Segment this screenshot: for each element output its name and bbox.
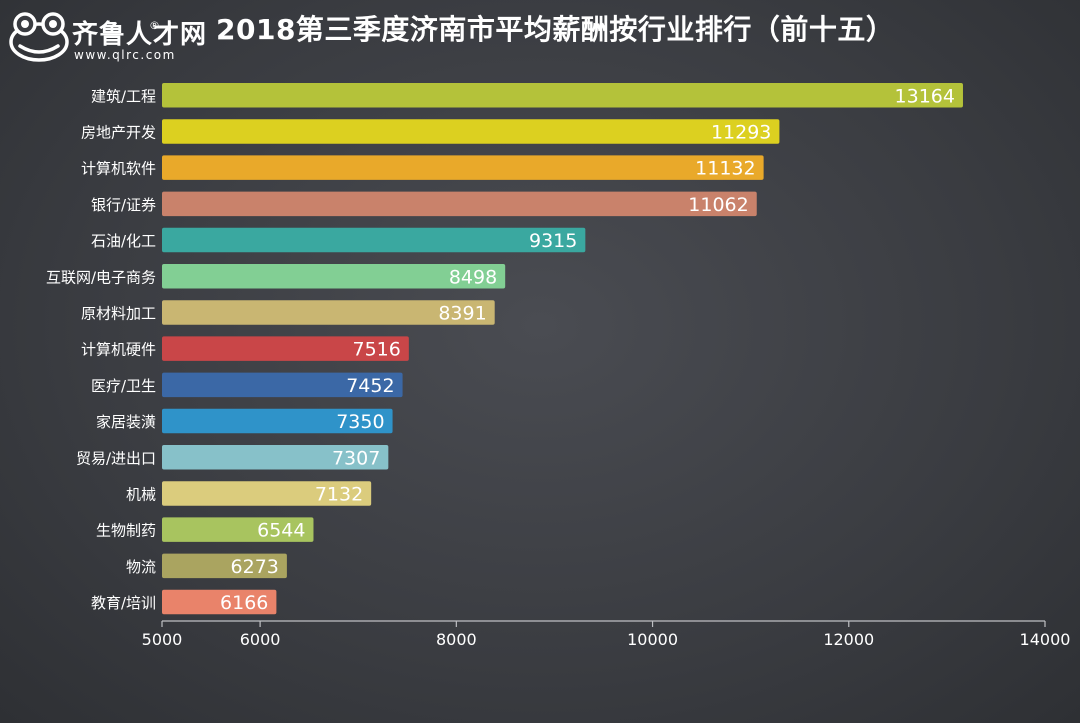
x-tick-label: 5000	[142, 630, 183, 649]
category-label: 教育/培训	[91, 594, 156, 612]
category-label: 生物制药	[96, 522, 156, 540]
value-label: 7350	[336, 411, 384, 433]
brand-logo[interactable]: 齐鲁人才网® www.qlrc.com	[8, 10, 218, 66]
bar	[162, 155, 764, 180]
value-label: 11132	[695, 158, 755, 180]
header: 齐鲁人才网® www.qlrc.com 2018第三季度济南市平均薪酬按行业排行…	[0, 0, 1080, 70]
category-label: 家居装潢	[96, 413, 156, 431]
bar	[162, 300, 495, 325]
value-label: 7307	[332, 447, 380, 469]
bars-group	[162, 83, 963, 615]
bar	[162, 191, 757, 217]
category-label: 计算机硬件	[81, 341, 156, 359]
value-label: 8391	[438, 302, 486, 324]
bar	[162, 264, 506, 289]
bar	[162, 517, 314, 542]
x-tick-label: 12000	[823, 630, 874, 649]
value-label: 13164	[895, 85, 955, 107]
category-label: 计算机软件	[81, 160, 156, 178]
bar	[162, 119, 780, 144]
category-label: 银行/证券	[91, 196, 156, 214]
value-labels-group: 13164 11293 11132 11062 9315 8498 8391 7516 7452…	[220, 85, 955, 614]
x-tick-label: 10000	[627, 630, 678, 649]
x-tick-label: 14000	[1020, 630, 1071, 649]
bar	[162, 83, 963, 108]
value-label: 6273	[231, 556, 279, 578]
category-label: 物流	[126, 558, 156, 576]
value-label: 8498	[449, 266, 497, 288]
value-label: 9315	[529, 230, 577, 252]
value-label: 11293	[711, 121, 771, 143]
x-axis-group: 5000 6000 8000 10000 12000 14000	[142, 620, 1071, 649]
bar	[162, 372, 403, 398]
registered-mark: ®	[149, 19, 162, 33]
value-label: 7516	[352, 339, 400, 361]
category-label: 房地产开发	[81, 123, 156, 141]
x-tick-label: 6000	[240, 630, 281, 649]
category-label: 互联网/电子商务	[46, 268, 156, 286]
bar	[162, 408, 393, 434]
bar	[162, 553, 287, 579]
value-label: 11062	[688, 194, 748, 216]
category-label: 贸易/进出口	[76, 449, 156, 467]
chart-title: 2018第三季度济南市平均薪酬按行业排行（前十五）	[216, 13, 895, 46]
category-label: 机械	[126, 485, 156, 503]
frog-logo-icon	[9, 12, 69, 62]
brand-name: 齐鲁人才网®	[72, 19, 208, 50]
value-label: 6166	[220, 592, 268, 614]
bar	[162, 336, 409, 361]
x-tick-label: 8000	[436, 630, 477, 649]
bar	[162, 227, 586, 253]
bar	[162, 445, 389, 470]
category-label: 建筑/工程	[91, 87, 156, 105]
bar	[162, 481, 372, 506]
category-label: 医疗/卫生	[91, 377, 156, 395]
bar	[162, 589, 277, 615]
brand-url[interactable]: www.qlrc.com	[74, 48, 176, 62]
category-labels-group: 建筑/工程房地产开发计算机软件银行/证券石油/化工互联网/电子商务原材料加工计算…	[46, 87, 156, 612]
category-label: 石油/化工	[91, 232, 156, 250]
value-label: 6544	[257, 520, 305, 542]
category-label: 原材料加工	[81, 304, 156, 322]
value-label: 7452	[346, 375, 394, 397]
value-label: 7132	[315, 483, 363, 505]
